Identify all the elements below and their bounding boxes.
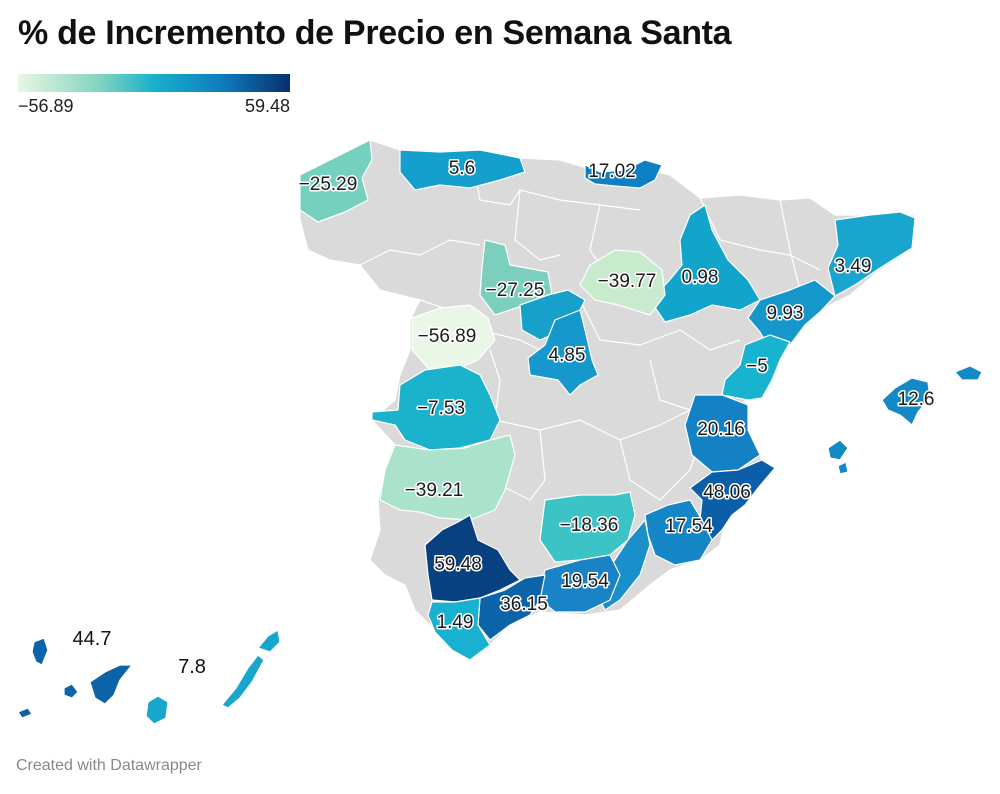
region-label: 48.06	[703, 482, 751, 503]
region-label: 12.6	[898, 389, 935, 410]
region-lugo-coruna[interactable]	[299, 139, 373, 223]
region-la-palma	[31, 637, 49, 666]
region-formentera	[837, 461, 849, 475]
region-ibiza	[827, 439, 849, 461]
region-badajoz[interactable]	[379, 434, 516, 521]
region-sevilla[interactable]	[424, 514, 521, 603]
region-label: −56.89	[418, 326, 477, 347]
region-label: 1.49	[437, 612, 474, 633]
region-label: −39.77	[598, 271, 657, 292]
region-el-hierro	[17, 707, 33, 719]
region-label: −25.29	[299, 174, 358, 195]
chart-title: % de Incremento de Precio en Semana Sant…	[18, 14, 732, 52]
region-label: −7.53	[417, 398, 465, 419]
legend-min-label: −56.89	[18, 96, 74, 116]
region-madrid[interactable]	[527, 309, 599, 396]
region-soria[interactable]	[579, 249, 666, 316]
region-menorca	[954, 365, 983, 381]
region-label: −18.36	[560, 515, 619, 536]
region-label: −27.25	[486, 280, 545, 301]
footer-credit: Created with Datawrapper	[16, 757, 202, 774]
region-label: 3.49	[835, 256, 872, 277]
region-label: 5.6	[449, 158, 475, 179]
region-label: 9.93	[767, 303, 804, 324]
province-borders	[359, 149, 821, 501]
region-label: 4.85	[549, 345, 586, 366]
region-label: 0.98	[682, 267, 719, 288]
region-salamanca[interactable]	[411, 304, 496, 371]
region-castellon[interactable]	[721, 334, 791, 401]
region-label: 7.8	[178, 656, 206, 678]
region-label: 17.54	[665, 516, 713, 537]
region-label: −39.21	[405, 480, 464, 501]
region-label: 19.54	[561, 571, 609, 592]
region-valencia[interactable]	[684, 394, 761, 473]
region-murcia[interactable]	[644, 499, 713, 566]
region-label: 44.7	[73, 628, 112, 650]
region-granada[interactable]	[537, 554, 621, 613]
region-gipuzkoa[interactable]	[584, 159, 663, 189]
region-lanzarote	[257, 629, 281, 653]
region-gran-canaria	[145, 695, 169, 725]
region-zaragoza[interactable]	[649, 204, 761, 323]
legend-max-label: 59.48	[244, 96, 290, 116]
region-tenerife[interactable]	[89, 664, 133, 705]
region-baleares[interactable]	[881, 377, 931, 426]
region-label: 36.15	[500, 594, 548, 615]
color-legend-bar	[18, 74, 290, 92]
region-fuerteventura[interactable]	[221, 654, 265, 709]
region-label: 17.02	[588, 161, 636, 182]
region-label: 20.16	[697, 419, 745, 440]
region-alicante[interactable]	[689, 459, 776, 541]
region-tarragona[interactable]	[747, 279, 836, 351]
region-label: −5	[746, 356, 768, 377]
region-cadiz[interactable]	[427, 597, 491, 661]
region-barcelona[interactable]	[827, 211, 916, 297]
region-label: 59.48	[434, 554, 482, 575]
region-malaga[interactable]	[477, 574, 546, 641]
region-asturias[interactable]	[399, 149, 526, 191]
region-la-gomera	[63, 683, 79, 699]
